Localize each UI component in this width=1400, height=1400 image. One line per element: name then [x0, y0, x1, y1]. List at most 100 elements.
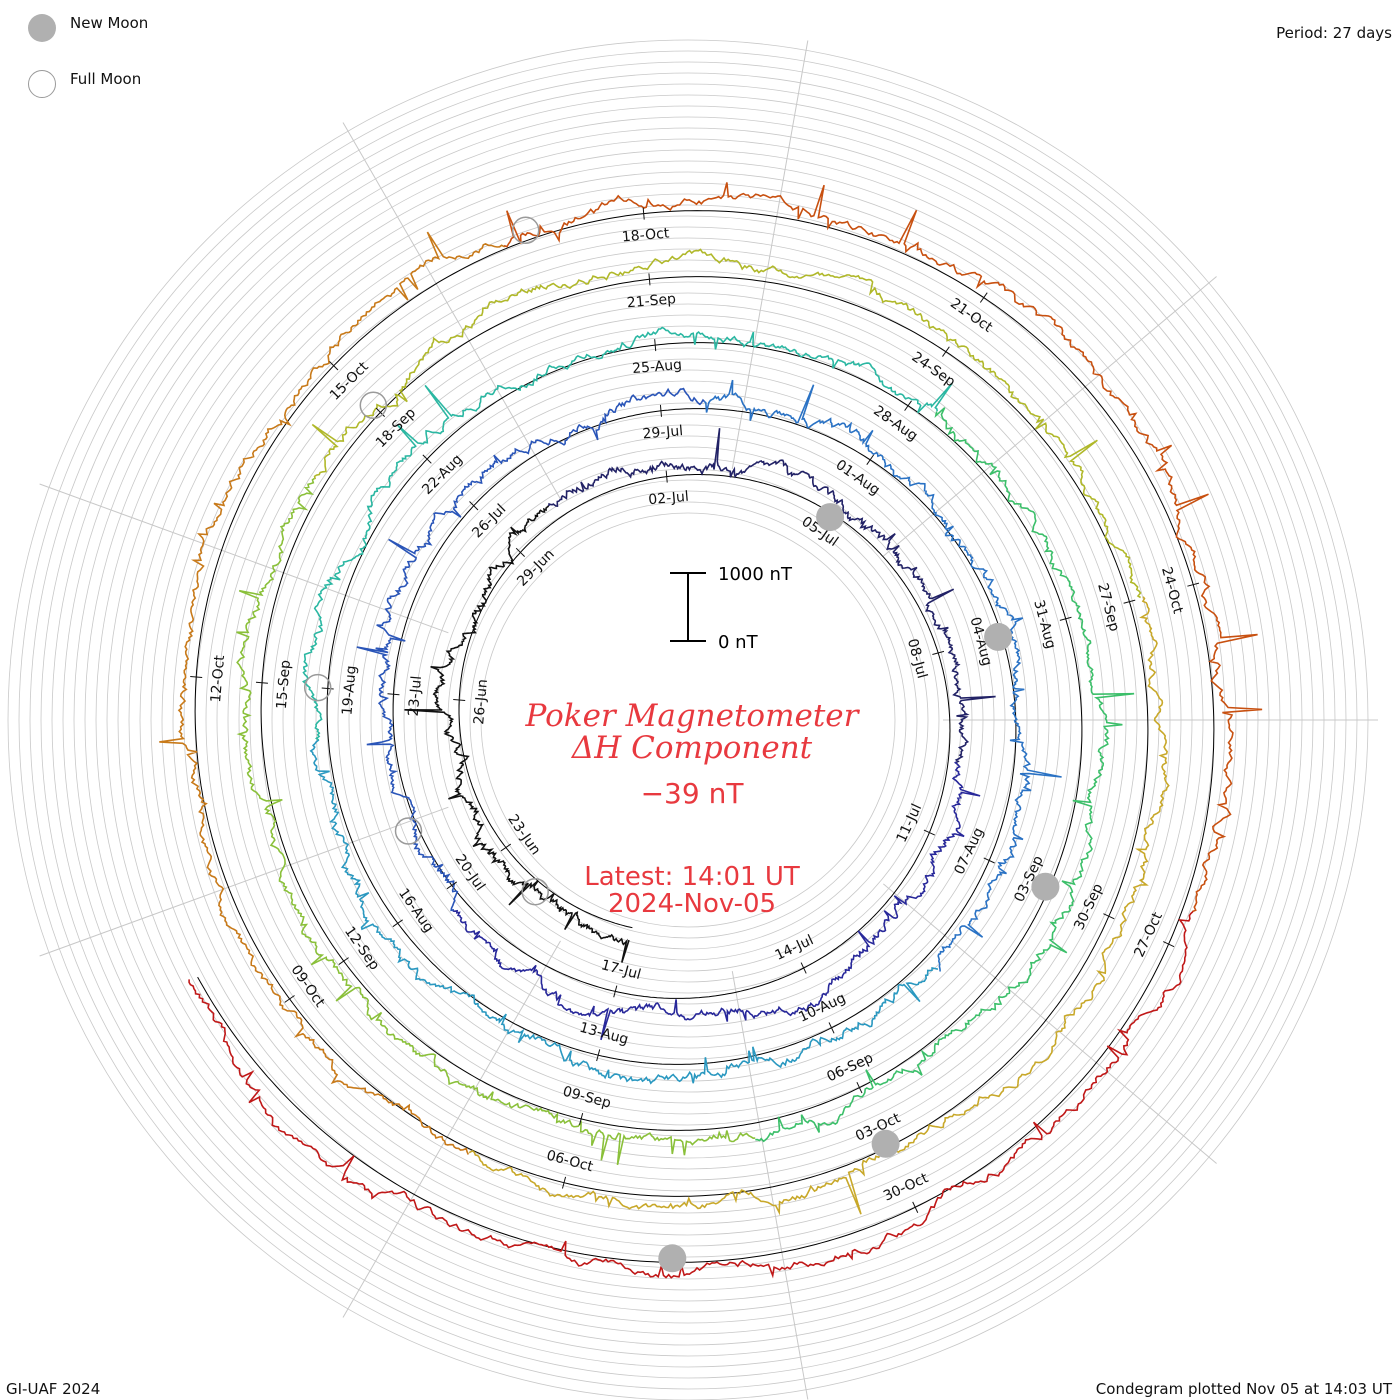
date-tick-r2-4	[866, 454, 875, 465]
trace-segment-11	[159, 231, 506, 1155]
date-label-r2-1: 23-Jul	[406, 675, 425, 717]
grid-spoke-4	[731, 40, 809, 469]
trace-segment-12	[503, 182, 1263, 913]
grid-spoke-0	[342, 940, 561, 1318]
trace-segment-10	[468, 596, 1170, 1216]
title-line-1: Poker Magnetometer	[525, 698, 861, 734]
grid-spoke-3	[342, 122, 561, 500]
date-tick-r4-3	[648, 273, 651, 286]
plotted-label: Condegram plotted Nov 05 at 14:03 UT	[1095, 1380, 1392, 1398]
scale-bar: 1000 nT 0 nT	[670, 564, 793, 653]
new-moon-marker-2	[1031, 872, 1060, 901]
grid-ring-4	[436, 468, 940, 972]
grid-spoke-7	[883, 883, 1217, 1164]
new-moon-marker-1	[984, 622, 1013, 651]
date-tick-r5-4	[979, 292, 988, 303]
date-label-r1-0: 23-Jun	[504, 812, 543, 858]
date-label-r2-0: 20-Jul	[452, 852, 488, 894]
date-label-r5-1: 12-Oct	[208, 654, 228, 703]
date-tick-r3-4	[904, 400, 912, 411]
period-label: Period: 27 days	[1276, 24, 1392, 42]
date-label-r3-1: 19-Aug	[339, 665, 359, 716]
date-tick-r5-5	[1187, 582, 1200, 587]
date-tick-r3-0	[392, 919, 403, 928]
date-tick-r2-2	[469, 501, 479, 511]
date-label-r2-3: 29-Jul	[642, 423, 684, 442]
date-label-r5-7: 30-Oct	[881, 1170, 931, 1205]
date-tick-r1-1	[453, 698, 466, 702]
date-label-r3-8: 09-Sep	[561, 1084, 613, 1112]
date-tick-r5-2	[329, 361, 339, 371]
grid-spokes	[39, 40, 1378, 1400]
scale-bar-top-label: 1000 nT	[718, 564, 793, 585]
full-moon-marker-3	[359, 391, 388, 420]
date-label-r1-1: 26-Jun	[471, 679, 491, 726]
date-tick-r1-3	[665, 470, 668, 483]
date-tick-r1-2	[515, 547, 526, 558]
grid-spoke-1	[39, 806, 449, 957]
data-traces	[159, 182, 1263, 1279]
new-moon-marker-3	[871, 1129, 900, 1158]
date-tick-r2-6	[983, 857, 995, 864]
date-tick-r4-6	[1103, 913, 1115, 920]
date-tick-r1-0	[500, 843, 512, 852]
date-tick-r1-6	[923, 829, 936, 836]
new-moon-marker-0	[816, 503, 845, 532]
date-tick-r3-5	[1059, 616, 1072, 621]
full-moon-legend-icon	[28, 70, 56, 98]
date-tick-r5-6	[1162, 941, 1175, 948]
date-tick-r3-3	[654, 339, 657, 352]
new-moon-legend-label: New Moon	[70, 14, 149, 32]
current-value: −39 nT	[641, 777, 745, 810]
credit-label: GI-UAF 2024	[6, 1380, 101, 1398]
date-label-r4-3: 21-Sep	[626, 291, 677, 311]
latest-time: Latest: 14:01 UT	[584, 862, 800, 892]
trace-segment-3	[356, 387, 705, 912]
trace-segment-8	[236, 477, 756, 1166]
full-moon-marker-4	[511, 216, 540, 245]
trace-segment-1	[548, 428, 996, 764]
date-tick-r5-0	[284, 995, 295, 1003]
date-label-r3-7: 06-Sep	[824, 1050, 876, 1085]
date-label-r1-8: 17-Jul	[599, 957, 642, 983]
date-tick-r3-2	[422, 454, 432, 464]
date-label-r1-5: 08-Jul	[904, 637, 930, 680]
trace-segment-13	[188, 911, 1194, 1279]
date-tick-r1-5	[932, 650, 945, 656]
date-tick-r2-8	[596, 1049, 601, 1062]
date-tick-r2-7	[828, 1022, 835, 1034]
trace-segment-5	[309, 739, 939, 1085]
center-title: Poker Magnetometer ΔH Component −39 nT L…	[525, 698, 861, 919]
date-label-r4-5: 27-Sep	[1094, 582, 1122, 634]
date-tick-r4-2	[375, 407, 386, 418]
new-moon-marker-4	[658, 1244, 687, 1273]
full-moon-marker-0	[521, 877, 549, 906]
date-tick-r3-7	[856, 1082, 863, 1094]
date-tick-r3-8	[579, 1113, 584, 1125]
date-tick-r1-8	[613, 985, 618, 998]
grid-ring-1	[469, 501, 907, 939]
date-tick-r4-0	[338, 957, 349, 965]
date-label-r4-6: 30-Sep	[1071, 881, 1106, 933]
date-tick-r4-4	[942, 346, 950, 357]
moon-markers	[303, 216, 1060, 1273]
grid-spoke-2	[39, 483, 449, 634]
full-moon-marker-1	[394, 817, 423, 845]
date-label-r2-6: 07-Aug	[952, 825, 988, 877]
grid-spoke-8	[731, 971, 809, 1400]
trace-segment-9	[311, 248, 1142, 599]
grid-ring-3	[447, 479, 929, 961]
spiral-baseline	[194, 210, 1215, 1263]
date-label-r5-6: 27-Oct	[1131, 909, 1166, 959]
grid-ring-0	[480, 512, 896, 928]
date-tick-r4-8	[561, 1176, 567, 1189]
date-label-r3-3: 25-Aug	[632, 357, 683, 377]
date-tick-r5-1	[190, 675, 203, 678]
date-tick-r5-3	[642, 207, 645, 220]
new-moon-legend-icon	[28, 14, 56, 42]
trace-segment-0	[404, 504, 630, 963]
trace-segment-7	[755, 407, 1135, 1143]
date-label-r1-3: 02-Jul	[648, 489, 690, 508]
scale-bar-bottom-label: 0 nT	[718, 632, 759, 653]
date-tick-r3-1	[321, 687, 334, 690]
